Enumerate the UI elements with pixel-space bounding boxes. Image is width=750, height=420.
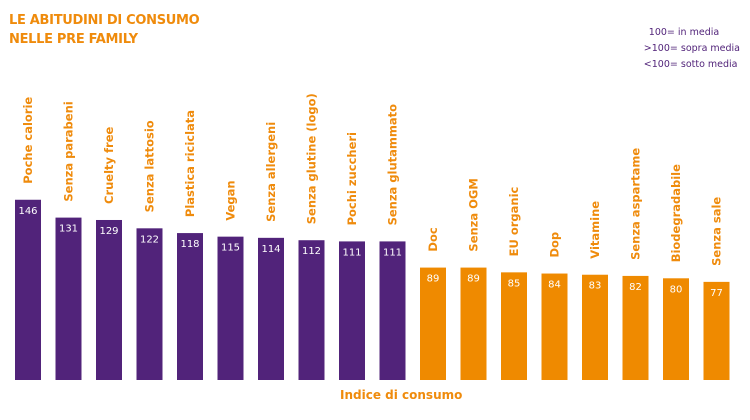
data-label: 114 xyxy=(261,244,280,255)
category-label: Poche calorie xyxy=(21,97,35,184)
legend-item-below: <100= sotto media xyxy=(643,59,738,70)
data-label: 131 xyxy=(59,224,78,235)
bar xyxy=(177,233,203,380)
category-label: Vitamine xyxy=(588,201,602,259)
category-label: Senza glutammato xyxy=(386,104,400,226)
data-label: 111 xyxy=(383,247,402,258)
bar xyxy=(541,273,568,380)
category-label: Senza lattosio xyxy=(143,120,157,212)
data-label: 85 xyxy=(508,278,521,289)
category-label: Plastica riciclata xyxy=(183,110,197,217)
data-label: 122 xyxy=(140,234,159,245)
category-label: Senza glutine (logo) xyxy=(305,93,319,224)
data-label: 89 xyxy=(467,274,480,285)
data-label: 146 xyxy=(18,206,37,217)
bar xyxy=(703,281,730,380)
bar xyxy=(55,217,82,380)
bar xyxy=(460,267,487,380)
data-label: 129 xyxy=(99,226,118,237)
category-label: Biodegradabile xyxy=(669,164,683,262)
bar xyxy=(501,272,527,380)
bar xyxy=(582,274,608,380)
category-label: Senza allergeni xyxy=(264,122,278,222)
data-label: 80 xyxy=(670,284,683,295)
title-line-1: LE ABITUDINI DI CONSUMO xyxy=(9,13,200,28)
bar xyxy=(379,241,406,380)
data-label: 77 xyxy=(710,288,723,299)
legend-item-equal: 100= in media xyxy=(648,27,720,38)
bar xyxy=(258,237,284,380)
category-label: Dop xyxy=(548,232,562,258)
chart-title: LE ABITUDINI DI CONSUMO NELLE PRE FAMILY xyxy=(9,11,200,49)
x-axis-label: Indice di consumo xyxy=(340,388,463,402)
title-line-2: NELLE PRE FAMILY xyxy=(9,32,138,47)
category-label: Senza OGM xyxy=(467,178,481,251)
data-label: 118 xyxy=(180,239,199,250)
data-label: 111 xyxy=(342,247,361,258)
data-label: 115 xyxy=(221,243,240,254)
category-label: Senza sale xyxy=(710,197,724,266)
bar xyxy=(420,267,446,380)
bar xyxy=(96,219,122,380)
data-label: 83 xyxy=(589,281,602,292)
legend-item-above: >100= sopra media xyxy=(643,43,740,54)
bar xyxy=(663,278,689,380)
category-label: Senza aspartame xyxy=(629,148,643,260)
category-label: Cruelty free xyxy=(102,126,116,204)
bar xyxy=(217,236,244,380)
data-label: 112 xyxy=(302,246,321,257)
bar xyxy=(136,228,163,380)
category-label: Vegan xyxy=(224,180,238,220)
bar xyxy=(15,199,41,380)
category-label: EU organic xyxy=(507,186,521,256)
bar xyxy=(298,240,325,380)
category-label: Senza parabeni xyxy=(62,101,76,201)
legend: 100= in media >100= sopra media <100= so… xyxy=(644,25,740,73)
data-label: 82 xyxy=(629,282,642,293)
category-label: Doc xyxy=(426,227,440,251)
data-label: 84 xyxy=(548,280,561,291)
bar xyxy=(622,275,649,380)
bar xyxy=(339,241,365,380)
data-label: 89 xyxy=(427,274,440,285)
category-label: Pochi zuccheri xyxy=(345,132,359,225)
